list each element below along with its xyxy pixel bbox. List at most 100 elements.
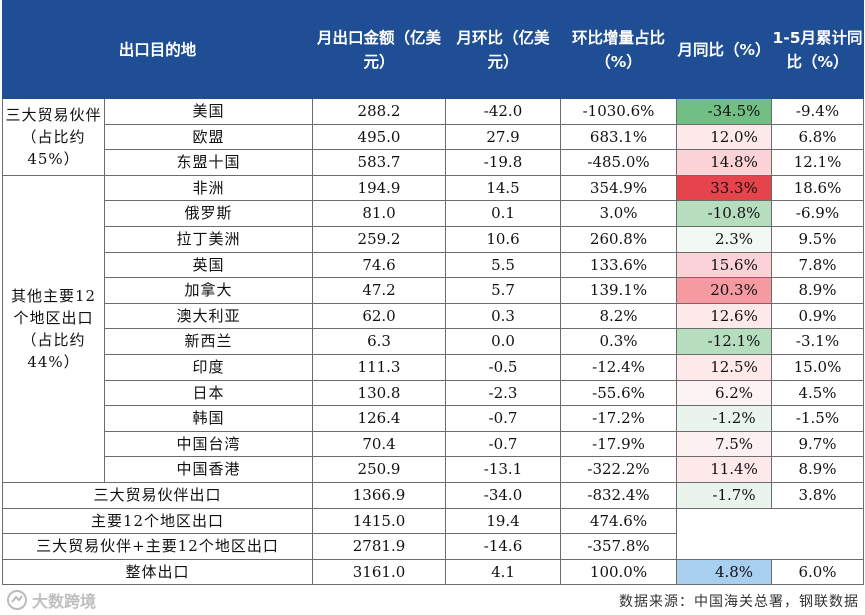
- export-table: 出口目的地 月出口金额（亿美元） 月环比（亿美元） 环比增量占比（%） 月同比（…: [1, 0, 865, 586]
- total-amount: 2781.9: [312, 533, 447, 560]
- row-yoy: 6.2%: [676, 379, 773, 407]
- row-ytd-yoy: -6.9%: [771, 200, 865, 227]
- row-yoy: -34.5%: [676, 98, 773, 125]
- table-row: 欧盟 495.0 27.9 683.1% 12.0% 6.8%: [3, 123, 865, 151]
- row-mom: 0.1: [445, 200, 562, 227]
- row-yoy: 2.3%: [676, 225, 773, 253]
- total-row: 三大贸易伙伴出口 1366.9 -34.0 -832.4% -1.7% 3.8%: [1, 481, 865, 509]
- row-name: 东盟十国: [103, 149, 314, 176]
- row-amount: 47.2: [312, 277, 447, 304]
- row-yoy: 7.5%: [676, 430, 773, 458]
- row-mom: -2.3: [445, 379, 562, 407]
- row-name: 澳大利亚: [103, 302, 314, 330]
- row-name: 印度: [103, 353, 314, 381]
- row-name: 欧盟: [103, 123, 314, 151]
- row-amount: 583.7: [312, 149, 447, 176]
- row-mom-share: 8.2%: [560, 302, 678, 330]
- table-row: 俄罗斯 81.0 0.1 3.0% -10.8% -6.9%: [3, 200, 865, 227]
- row-yoy: 14.8%: [676, 149, 773, 176]
- header-destination: 出口目的地: [1, 0, 314, 99]
- row-mom: 5.5: [445, 251, 562, 279]
- row-name: 加拿大: [103, 277, 314, 304]
- total-yoy: -1.7%: [676, 481, 773, 509]
- row-mom-share: 0.3%: [560, 328, 678, 355]
- row-ytd-yoy: 6.8%: [771, 123, 865, 151]
- total-mom-share: 100.0%: [560, 558, 678, 586]
- group-label-big3: 三大贸易伙伴（占比约45%）: [2, 98, 105, 176]
- watermark: 大数跨境: [6, 588, 96, 612]
- header-amount: 月出口金额（亿美元）: [312, 0, 447, 99]
- total-mom: 19.4: [445, 507, 562, 535]
- row-ytd-yoy: 4.5%: [771, 379, 865, 407]
- total-row: 主要12个地区出口 1415.0 19.4 474.6%: [1, 507, 865, 560]
- row-name: 美国: [103, 98, 314, 125]
- total-name: 主要12个地区出口: [1, 507, 314, 535]
- row-ytd-yoy: 0.9%: [771, 302, 865, 330]
- total-mom-share: 474.6%: [560, 507, 678, 535]
- row-ytd-yoy: 15.0%: [771, 353, 865, 381]
- row-yoy: 12.6%: [676, 302, 773, 330]
- row-mom: -0.5: [445, 353, 562, 381]
- row-mom-share: 139.1%: [560, 277, 678, 304]
- row-yoy: 33.3%: [676, 174, 773, 202]
- row-mom: -19.8: [445, 149, 562, 176]
- row-amount: 126.4: [312, 405, 447, 432]
- table-row: 印度 111.3 -0.5 -12.4% 12.5% 15.0%: [3, 353, 865, 381]
- row-mom-share: 683.1%: [560, 123, 678, 151]
- row-mom-share: -1030.6%: [560, 98, 678, 125]
- table-row: 中国香港 250.9 -13.1 -322.2% 11.4% 8.9%: [3, 456, 865, 483]
- total-mom: -14.6: [445, 533, 562, 560]
- table-row: 中国台湾 70.4 -0.7 -17.9% 7.5% 9.7%: [3, 430, 865, 458]
- row-amount: 259.2: [312, 225, 447, 253]
- watermark-text: 大数跨境: [32, 592, 97, 611]
- table-row: 日本 130.8 -2.3 -55.6% 6.2% 4.5%: [3, 379, 865, 407]
- row-amount: 130.8: [312, 379, 447, 407]
- row-mom: 27.9: [445, 123, 562, 151]
- total-amount: 3161.0: [312, 558, 447, 586]
- row-ytd-yoy: 8.9%: [771, 277, 865, 304]
- row-ytd-yoy: -9.4%: [771, 98, 865, 125]
- row-mom-share: 3.0%: [560, 200, 678, 227]
- row-mom-share: -485.0%: [560, 149, 678, 176]
- header-mom: 月环比（亿美元）: [445, 0, 562, 99]
- row-mom: 10.6: [445, 225, 562, 253]
- data-source: 数据来源：中国海关总署，钢联数据: [619, 594, 859, 610]
- row-mom: 0.0: [445, 328, 562, 355]
- row-name: 拉丁美洲: [103, 225, 314, 253]
- row-amount: 81.0: [312, 200, 447, 227]
- row-amount: 194.9: [312, 174, 447, 202]
- row-ytd-yoy: 7.8%: [771, 251, 865, 279]
- row-yoy: -12.1%: [676, 328, 773, 355]
- row-ytd-yoy: 8.9%: [771, 456, 865, 483]
- row-mom: 5.7: [445, 277, 562, 304]
- total-mom-share: -832.4%: [560, 481, 678, 509]
- table-row: 东盟十国 583.7 -19.8 -485.0% 14.8% 12.1%: [3, 149, 865, 176]
- header-ytd-yoy: 1-5月累计同比（%）: [771, 0, 865, 99]
- row-mom-share: -12.4%: [560, 353, 678, 381]
- row-amount: 62.0: [312, 302, 447, 330]
- total-ytd-yoy: 6.0%: [771, 558, 865, 586]
- row-mom-share: -322.2%: [560, 456, 678, 483]
- row-name: 日本: [103, 379, 314, 407]
- total-mom: 4.1: [445, 558, 562, 586]
- row-amount: 495.0: [312, 123, 447, 151]
- row-ytd-yoy: 18.6%: [771, 174, 865, 202]
- row-yoy: 12.0%: [676, 123, 773, 151]
- table-row: 英国 74.6 5.5 133.6% 15.6% 7.8%: [3, 251, 865, 279]
- row-name: 韩国: [103, 405, 314, 432]
- total-name: 三大贸易伙伴出口: [1, 481, 314, 509]
- total-row: 三大贸易伙伴+主要12个地区出口 2781.9 -14.6 -357.8%: [1, 533, 864, 560]
- row-mom-share: -17.2%: [560, 405, 678, 432]
- row-mom-share: 260.8%: [560, 225, 678, 253]
- total-amount: 1415.0: [312, 507, 447, 535]
- table-row: 韩国 126.4 -0.7 -17.2% -1.2% -1.5%: [3, 405, 865, 432]
- row-mom: -42.0: [445, 98, 562, 125]
- header-mom-share: 环比增量占比（%）: [560, 0, 678, 99]
- row-mom-share: 354.9%: [560, 174, 678, 202]
- total-name: 整体出口: [1, 558, 314, 586]
- row-ytd-yoy: -1.5%: [771, 405, 865, 432]
- row-amount: 74.6: [312, 251, 447, 279]
- row-yoy: -1.2%: [676, 405, 773, 432]
- blank-cell: [676, 507, 865, 560]
- row-yoy: 20.3%: [676, 277, 773, 304]
